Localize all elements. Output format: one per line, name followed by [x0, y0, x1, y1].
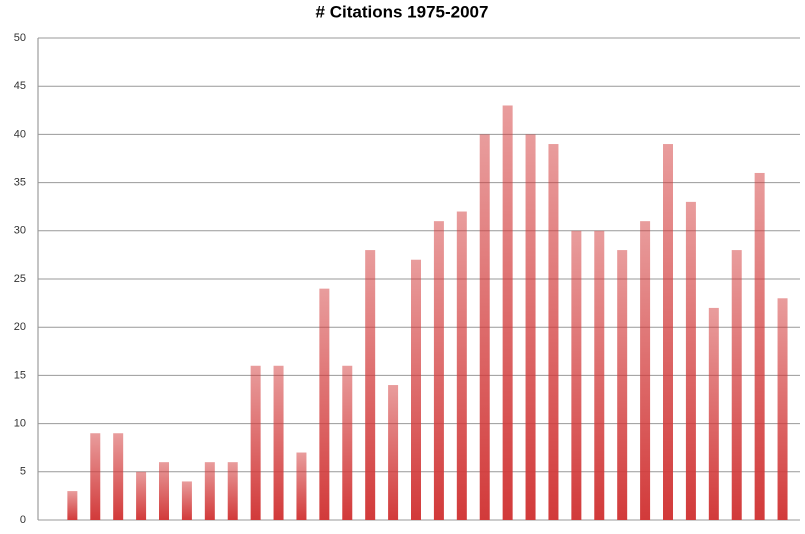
y-tick-label: 40: [14, 128, 26, 140]
bar: [548, 144, 559, 521]
bar: [181, 481, 192, 520]
y-tick-label: 50: [14, 32, 26, 44]
bar: [433, 221, 444, 520]
bar: [67, 491, 78, 520]
bar: [479, 134, 490, 520]
y-tick-label: 10: [14, 418, 26, 430]
bar: [113, 433, 124, 520]
bar: [594, 230, 605, 521]
bar: [708, 307, 719, 520]
bar: [731, 250, 742, 520]
bar: [388, 385, 399, 520]
bar: [456, 211, 467, 520]
bar: [204, 462, 215, 520]
y-tick-label: 20: [14, 321, 26, 333]
bar: [342, 365, 353, 520]
bar: [136, 471, 147, 520]
bar: [365, 250, 376, 520]
bar: [411, 259, 421, 520]
bar: [296, 452, 307, 520]
bar: [617, 250, 628, 520]
y-tick-label: 25: [14, 273, 26, 285]
bar: [159, 462, 169, 520]
bar: [319, 288, 330, 520]
y-tick-label: 15: [14, 369, 26, 381]
bar: [663, 144, 673, 521]
y-tick-label: 0: [20, 514, 26, 526]
bar: [525, 134, 536, 520]
bar: [90, 433, 101, 520]
bar: [777, 298, 788, 520]
y-tick-label: 30: [14, 225, 26, 237]
y-tick-label: 35: [14, 177, 26, 189]
chart-title: # Citations 1975-2007: [316, 2, 489, 21]
bar: [685, 201, 696, 520]
bar: [502, 105, 513, 520]
bar: [273, 365, 284, 520]
bar: [640, 221, 651, 520]
y-tick-label: 5: [20, 466, 26, 478]
bar: [571, 230, 582, 521]
bar: [754, 172, 765, 520]
bar: [227, 462, 238, 520]
y-tick-label: 45: [14, 80, 26, 92]
bar: [250, 365, 261, 520]
